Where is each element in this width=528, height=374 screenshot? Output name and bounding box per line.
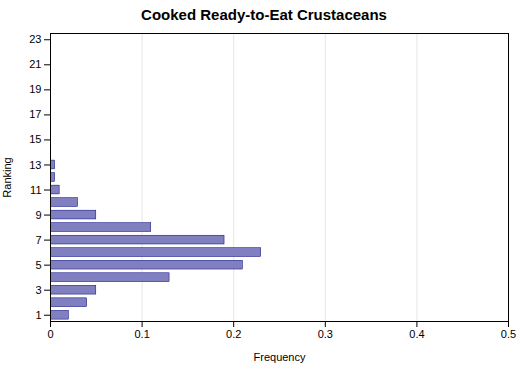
- svg-text:Frequency: Frequency: [254, 351, 306, 363]
- svg-text:3: 3: [35, 284, 41, 296]
- svg-text:5: 5: [35, 259, 41, 271]
- html-text:Cooked Ready-to-Eat Crustacean: Cooked Ready-to-Eat Crustaceans: [141, 6, 387, 23]
- svg-text:13: 13: [29, 158, 41, 170]
- svg-text:7: 7: [35, 234, 41, 246]
- svg-text:0.4: 0.4: [409, 328, 424, 340]
- svg-text:0.3: 0.3: [318, 328, 333, 340]
- svg-text:19: 19: [29, 83, 41, 95]
- svg-text:15: 15: [29, 133, 41, 145]
- svg-text:0.2: 0.2: [226, 328, 241, 340]
- svg-text:1: 1: [35, 309, 41, 321]
- svg-text:11: 11: [30, 184, 41, 196]
- svg-text:17: 17: [29, 108, 41, 120]
- svg-text:0: 0: [47, 328, 53, 340]
- svg-text:0.1: 0.1: [134, 328, 149, 340]
- svg-text:Ranking: Ranking: [1, 157, 13, 197]
- svg-text:9: 9: [35, 209, 41, 221]
- svg-text:23: 23: [29, 33, 41, 45]
- svg-text:21: 21: [29, 58, 41, 70]
- svg-text:0.5: 0.5: [501, 328, 516, 340]
